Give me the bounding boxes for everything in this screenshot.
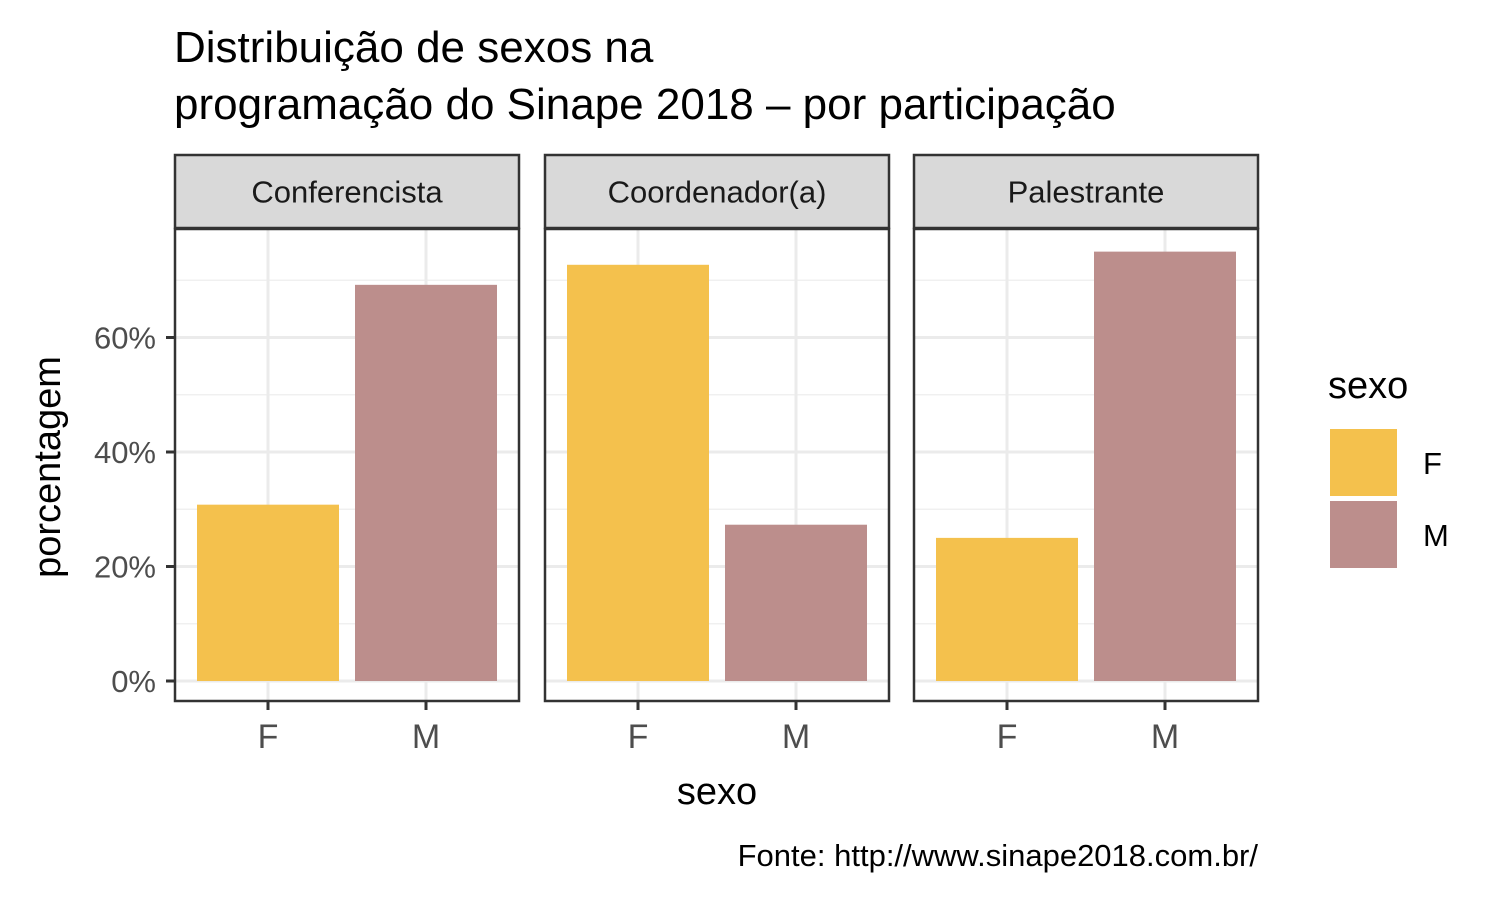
facet-strip <box>912 153 1260 230</box>
y-axis-title: porcentagem <box>27 356 69 578</box>
legend-label-m: M <box>1423 518 1449 553</box>
bar-palestrante-f <box>936 537 1078 681</box>
facet-strip-label: Conferencista <box>251 175 443 210</box>
x-tick-label: F <box>997 718 1018 756</box>
x-tick-label: F <box>628 718 649 756</box>
y-tick-label: 40% <box>94 435 156 470</box>
facet-panel: Palestrante <box>912 153 1260 703</box>
x-tick-label: M <box>782 718 810 756</box>
bar-coordenadora-m <box>725 524 867 681</box>
legend: sexo F M <box>1328 365 1449 568</box>
legend-label-f: F <box>1423 446 1442 481</box>
y-tick-label: 20% <box>94 550 156 585</box>
chart-title-line-2: programação do Sinape 2018 – por partici… <box>174 80 1116 129</box>
x-tick-label: M <box>412 718 440 756</box>
bar-coordenadora-f <box>567 264 709 681</box>
facet-panel: Coordenador(a) <box>543 153 891 703</box>
facet-strip-label: Coordenador(a) <box>608 175 827 210</box>
legend-title: sexo <box>1328 365 1408 407</box>
y-tick-label: 60% <box>94 321 156 356</box>
y-tick-label: 0% <box>111 664 156 699</box>
legend-key-f <box>1330 429 1397 496</box>
facet-strip <box>543 153 891 230</box>
bar-palestrante-m <box>1094 251 1236 681</box>
chart-title-line-1: Distribuição de sexos na <box>174 23 654 72</box>
bar-conferencista-f <box>197 504 339 681</box>
x-axis-title: sexo <box>677 771 757 813</box>
legend-key-m <box>1330 501 1397 568</box>
x-tick-label: F <box>258 718 279 756</box>
x-tick-label: M <box>1151 718 1179 756</box>
facet-strip-label: Palestrante <box>1008 175 1165 210</box>
chart-caption: Fonte: http://www.sinape2018.com.br/ <box>738 838 1259 873</box>
facet-strip <box>173 153 521 230</box>
y-axis: 0% 20% 40% 60% <box>94 321 175 699</box>
bar-conferencista-m <box>355 284 497 681</box>
facet-panels: Conferencista Coordenador(a) Palestrante <box>173 153 1260 703</box>
facet-panel: Conferencista <box>173 153 521 703</box>
